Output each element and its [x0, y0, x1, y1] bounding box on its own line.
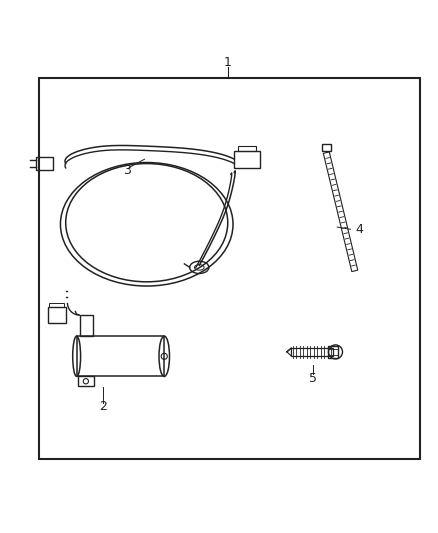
- Bar: [77, 336, 164, 376]
- Text: 3: 3: [123, 164, 131, 176]
- Bar: [36, 157, 53, 170]
- Bar: [48, 307, 66, 323]
- Bar: [328, 346, 338, 358]
- Text: 4: 4: [355, 223, 363, 236]
- Bar: [78, 376, 94, 386]
- Text: 1: 1: [224, 56, 232, 69]
- Text: 2: 2: [99, 400, 107, 413]
- Bar: [322, 144, 331, 151]
- Bar: [291, 348, 333, 356]
- Bar: [234, 151, 260, 167]
- Text: 5: 5: [309, 372, 317, 385]
- Bar: [49, 303, 64, 307]
- Bar: [238, 146, 256, 151]
- Bar: [39, 78, 420, 459]
- Bar: [80, 315, 93, 336]
